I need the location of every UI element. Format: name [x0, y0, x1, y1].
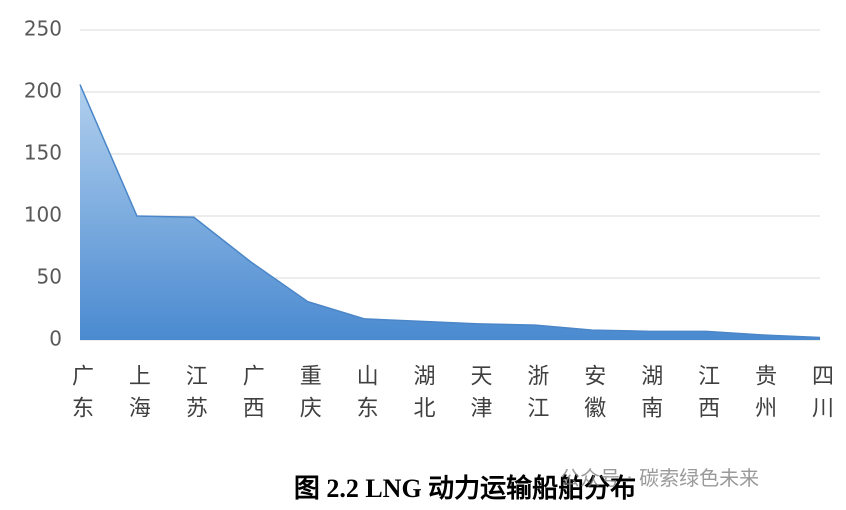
y-tick-label: 150	[24, 141, 62, 165]
x-tick-label: 广西	[238, 364, 264, 428]
x-tick-label: 天津	[466, 364, 492, 428]
y-tick-label: 250	[24, 17, 62, 41]
y-tick-label: 100	[24, 203, 62, 227]
x-tick-label: 湖北	[409, 364, 435, 428]
x-tick-label: 湖南	[637, 364, 663, 428]
y-tick-label: 0	[49, 327, 62, 351]
x-tick-label: 安徽	[580, 364, 606, 428]
x-tick-label: 江西	[694, 364, 720, 428]
x-tick-label: 浙江	[523, 364, 549, 428]
x-tick-label: 重庆	[295, 364, 321, 428]
area-line	[79, 84, 821, 339]
x-tick-label: 上海	[124, 364, 150, 428]
watermark: 公众号 · 碳索绿色未来	[560, 466, 760, 490]
area	[80, 84, 820, 340]
x-tick-label: 江苏	[181, 364, 207, 428]
x-tick-label: 山东	[352, 364, 378, 428]
x-tick-label: 广东	[68, 364, 93, 428]
y-tick-label: 200	[24, 79, 62, 103]
x-tick-label: 四川	[808, 364, 833, 428]
x-tick-label: 贵州	[751, 364, 777, 428]
caption: 图 2.2 LNG 动力运输船舶分布	[293, 474, 637, 503]
y-tick-label: 50	[37, 265, 62, 289]
